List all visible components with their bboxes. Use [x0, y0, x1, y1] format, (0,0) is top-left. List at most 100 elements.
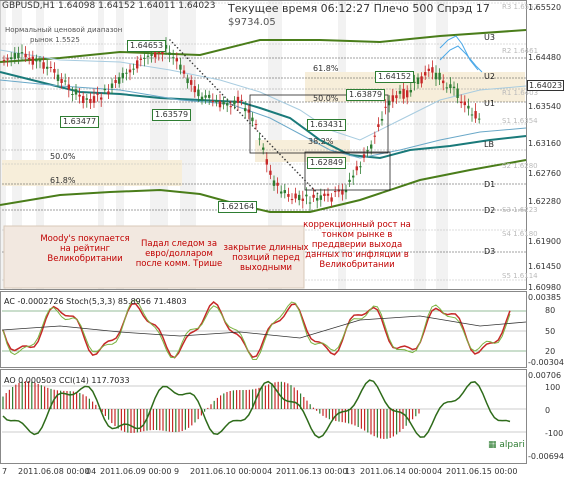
sar-dot — [211, 83, 214, 85]
candle-body — [280, 191, 283, 194]
session-band — [0, 1, 6, 289]
candle-body — [17, 52, 20, 59]
indicator-tick: -0.00304 — [528, 358, 564, 367]
candle-body — [128, 69, 132, 73]
indicator-tick: 0.00706 — [528, 371, 562, 380]
candle-body — [24, 53, 27, 58]
candle-body — [344, 190, 348, 193]
sar-dot — [274, 148, 276, 150]
fib-zone — [255, 140, 350, 162]
indicator-tick: 0 — [545, 406, 551, 415]
sar-dot — [216, 88, 219, 91]
sar-dot — [204, 75, 206, 78]
candle-body — [136, 60, 139, 69]
support-label: S1 1.6354 — [502, 117, 538, 125]
candle-body — [20, 52, 24, 54]
session-band — [98, 1, 104, 289]
current-price-tag: 1.64023 — [527, 80, 565, 91]
sar-dot — [169, 39, 171, 41]
candle-body — [96, 93, 99, 95]
candle-body — [103, 88, 106, 91]
channel-upper — [0, 29, 527, 63]
candle-body — [222, 101, 225, 105]
candle-body — [13, 53, 16, 59]
sar-dot — [221, 93, 224, 96]
price-label: 1.63431 — [307, 119, 347, 131]
sar-dot — [214, 86, 216, 88]
candle-body — [438, 72, 441, 80]
candle-body — [211, 100, 214, 102]
indicator-label-ao-cci: AO 0.000503 CCI(14) 117.7033 — [4, 376, 130, 385]
candle-body — [323, 193, 326, 197]
candle-body — [452, 86, 456, 89]
candle-body — [226, 103, 229, 106]
candle-body — [31, 56, 34, 65]
candle-body — [6, 58, 9, 60]
pivot-u3: U3 — [484, 33, 495, 42]
sar-dot — [186, 57, 189, 59]
candle-body — [362, 154, 366, 158]
candle-body — [413, 81, 416, 84]
candle-body — [56, 74, 60, 81]
price-tick: 1.63160 — [528, 139, 562, 148]
ac-line — [1, 315, 527, 339]
sar-dot — [246, 119, 249, 122]
logo-icon: ▦ — [488, 440, 497, 450]
candle-body — [334, 191, 337, 193]
candle-body — [247, 109, 250, 113]
cci-line — [2, 379, 511, 439]
candle-body — [283, 190, 286, 194]
candle-body — [431, 67, 434, 73]
candle-body — [380, 118, 384, 121]
price-tick: 1.62280 — [528, 197, 562, 206]
sar-dot — [196, 67, 199, 70]
candle-body — [78, 94, 81, 97]
time-tick: 2011.06.08 00:00 — [18, 467, 90, 476]
candle-body — [298, 194, 301, 201]
fib-zone — [305, 72, 525, 102]
range-box — [304, 151, 391, 191]
sar-dot — [256, 130, 259, 132]
sar-dot — [294, 169, 296, 171]
sar-dot — [284, 158, 286, 161]
candle-body — [373, 135, 376, 137]
candle-body — [204, 95, 207, 98]
candle-body — [244, 108, 247, 112]
sar-dot — [309, 184, 311, 187]
candle-body — [352, 175, 355, 178]
candle-body — [121, 73, 124, 79]
sar-dot — [281, 156, 284, 158]
sar-dot — [229, 101, 231, 104]
candle-body — [215, 100, 218, 103]
candle-body — [172, 57, 175, 59]
candle-body — [60, 78, 63, 83]
candle-body — [287, 194, 290, 197]
candle-body — [456, 88, 459, 98]
candle-body — [272, 180, 276, 186]
candle-body — [402, 88, 405, 99]
candle-body — [146, 55, 150, 57]
candle-body — [208, 94, 211, 98]
time-tick: 04 — [86, 467, 97, 476]
annotation-box — [3, 225, 305, 289]
candle-body — [118, 77, 121, 84]
candle-body — [427, 68, 430, 71]
indicator-pane-frame — [0, 369, 527, 464]
sar-dot — [279, 153, 281, 156]
candle-body — [254, 124, 258, 126]
sar-dot — [219, 91, 221, 93]
candle-body — [395, 95, 398, 99]
candle-body — [2, 59, 6, 61]
sar-dot — [269, 143, 271, 145]
candle-body — [10, 57, 13, 60]
time-tick: 2011.06.14 00:00 — [360, 467, 432, 476]
candle-body — [49, 67, 52, 69]
fib-level: 50.0% — [50, 152, 76, 161]
candle-body — [42, 62, 45, 69]
support-label: S2 1.6280 — [502, 162, 538, 170]
pivot-d1: D1 — [484, 180, 496, 189]
candle-body — [71, 94, 74, 96]
candle-body — [218, 101, 222, 108]
sar-dot — [231, 104, 234, 106]
